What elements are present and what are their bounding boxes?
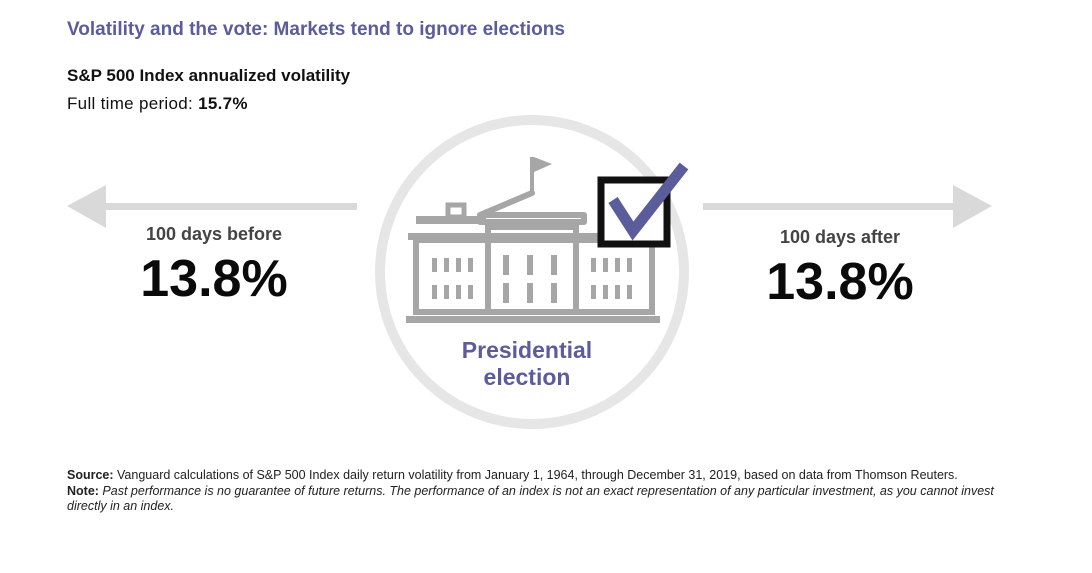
before-label: 100 days before — [145, 224, 283, 244]
before-value: 13.8% — [140, 250, 288, 308]
source-label: Source: — [67, 468, 114, 482]
presidential-election-label: Presidential election — [432, 337, 622, 391]
full-period-label: Full time period: — [67, 94, 194, 113]
source-note: Source: Vanguard calculations of S&P 500… — [67, 468, 1027, 484]
disclaimer-note: Note: Past performance is no guarantee o… — [67, 484, 1027, 515]
center-circle — [375, 115, 689, 429]
after-value: 13.8% — [766, 253, 914, 311]
after-label: 100 days after — [779, 227, 901, 247]
arrow-right-icon — [703, 185, 992, 228]
full-period-value: 15.7% — [198, 94, 248, 113]
checkbox-checked-icon — [597, 162, 689, 248]
note-text: Past performance is no guarantee of futu… — [67, 483, 994, 514]
after-panel: 100 days after 13.8% — [738, 227, 942, 308]
before-panel: 100 days before 13.8% — [112, 224, 316, 305]
arrow-left-icon — [67, 185, 357, 228]
chart-title: Volatility and the vote: Markets tend to… — [67, 19, 565, 40]
full-period-line: Full time period: 15.7% — [67, 94, 248, 114]
source-text: Vanguard calculations of S&P 500 Index d… — [113, 468, 958, 482]
note-label: Note: — [67, 483, 99, 498]
center-label-line2: election — [483, 364, 571, 390]
center-label-line1: Presidential — [461, 337, 593, 363]
capitol-building-icon — [406, 157, 660, 323]
footnotes: Source: Vanguard calculations of S&P 500… — [67, 468, 1027, 515]
chart-subtitle: S&P 500 Index annualized volatility — [67, 66, 351, 85]
